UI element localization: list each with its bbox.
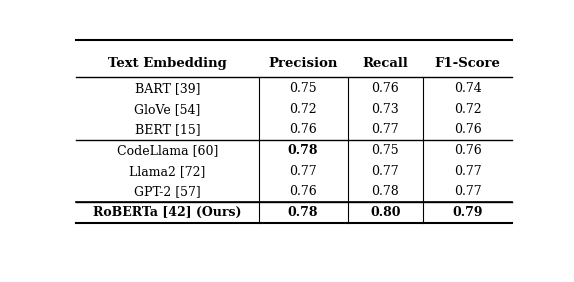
Text: 0.76: 0.76 <box>454 123 482 136</box>
Text: 0.78: 0.78 <box>288 206 319 219</box>
Text: 0.79: 0.79 <box>452 206 483 219</box>
Text: 0.80: 0.80 <box>370 206 401 219</box>
Text: GPT-2 [57]: GPT-2 [57] <box>134 185 201 198</box>
Text: 0.77: 0.77 <box>454 165 482 178</box>
Text: GloVe [54]: GloVe [54] <box>134 103 200 116</box>
Text: 0.77: 0.77 <box>371 165 399 178</box>
Text: Llama2 [72]: Llama2 [72] <box>129 165 205 178</box>
Text: 0.77: 0.77 <box>289 165 317 178</box>
Text: 0.76: 0.76 <box>454 144 482 157</box>
Text: 0.73: 0.73 <box>371 103 400 116</box>
Text: 0.78: 0.78 <box>371 185 400 198</box>
Text: 0.76: 0.76 <box>371 82 400 95</box>
Text: BERT [15]: BERT [15] <box>134 123 200 136</box>
Text: RoBERTa [42] (Ours): RoBERTa [42] (Ours) <box>93 206 242 219</box>
Text: 0.76: 0.76 <box>289 185 317 198</box>
Text: 0.72: 0.72 <box>454 103 482 116</box>
Text: BART [39]: BART [39] <box>135 82 200 95</box>
Text: 0.74: 0.74 <box>454 82 482 95</box>
Text: F1-Score: F1-Score <box>435 57 501 70</box>
Text: 0.77: 0.77 <box>371 123 399 136</box>
Text: Text Embedding: Text Embedding <box>108 57 227 70</box>
Text: 0.78: 0.78 <box>288 144 319 157</box>
Text: Precision: Precision <box>269 57 338 70</box>
Text: 0.75: 0.75 <box>289 82 317 95</box>
Text: CodeLlama [60]: CodeLlama [60] <box>117 144 218 157</box>
Text: Recall: Recall <box>362 57 408 70</box>
Text: 0.77: 0.77 <box>454 185 482 198</box>
Text: 0.75: 0.75 <box>371 144 399 157</box>
Text: 0.76: 0.76 <box>289 123 317 136</box>
Text: 0.72: 0.72 <box>289 103 317 116</box>
